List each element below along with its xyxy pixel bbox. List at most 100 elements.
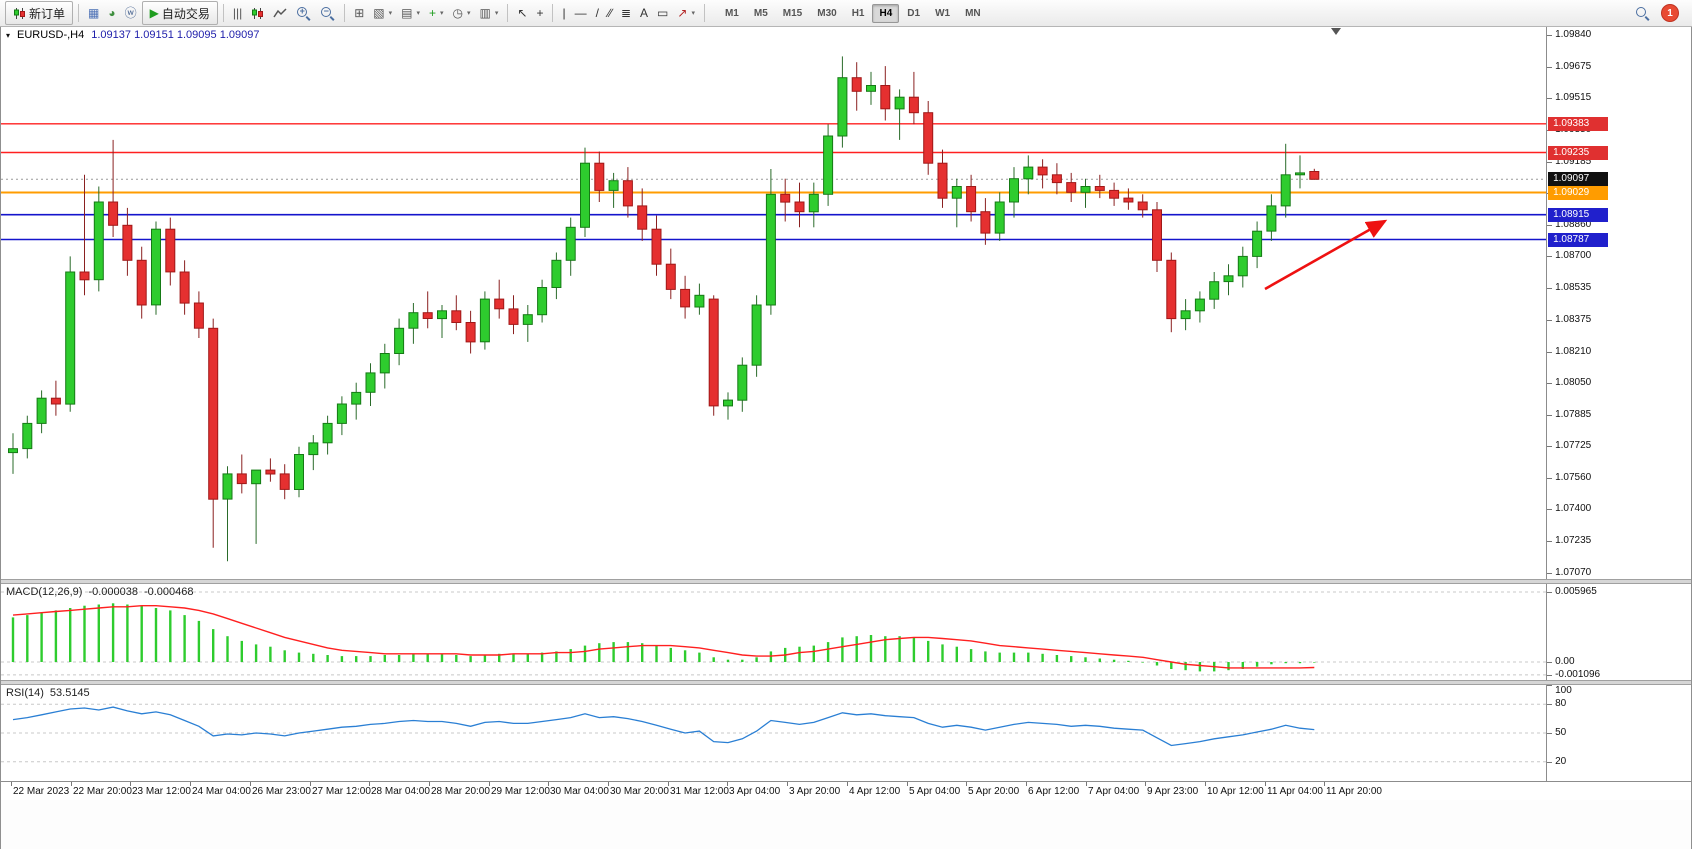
macd-tick xyxy=(1547,675,1553,676)
timeframe-button-w1[interactable]: W1 xyxy=(935,7,951,19)
indicators-button[interactable]: + ▾ xyxy=(425,2,448,24)
vertical-line-button[interactable]: | xyxy=(558,2,569,24)
tile-windows-button[interactable]: ⊞ xyxy=(350,2,368,24)
profiles-button[interactable]: ▤ ▾ xyxy=(397,2,424,24)
macd-panel: MACD(12,26,9) -0.000038 -0.000468 0.0059… xyxy=(1,584,1691,680)
time-tick xyxy=(310,782,311,786)
timeframe-button-mn[interactable]: MN xyxy=(965,7,981,19)
time-tick xyxy=(489,782,490,786)
autotrading-button-label: 自动交易 xyxy=(161,6,210,21)
trendline-button[interactable]: / xyxy=(592,2,603,24)
zoom-out-button[interactable]: − xyxy=(316,2,339,24)
trendline-button-icon: / xyxy=(595,6,599,20)
rsi-axis-label: 80 xyxy=(1555,698,1567,709)
main-chart-panel: ▾ EURUSD-,H4 1.09137 1.09151 1.09095 1.0… xyxy=(1,27,1691,579)
trend-arrow-annotation[interactable] xyxy=(1264,219,1388,291)
search-button[interactable] xyxy=(1631,2,1654,24)
time-axis[interactable]: 22 Mar 2023 22 Mar 20:00 23 Mar 12:00 24 Ma… xyxy=(1,781,1691,800)
vertical-line-button-icon: | xyxy=(562,6,566,20)
price-chart-plot[interactable]: ▾ EURUSD-,H4 1.09137 1.09151 1.09095 1.0… xyxy=(1,27,1547,579)
price-axis-label: 1.08860 xyxy=(1555,219,1592,230)
horizontal-line-button-icon: — xyxy=(574,6,587,20)
rsi-plot[interactable]: RSI(14) 53.5145 xyxy=(1,685,1547,781)
time-axis-label: 30 Mar 20:00 xyxy=(610,786,669,797)
time-axis-label: 4 Apr 12:00 xyxy=(849,786,901,797)
panel-divider[interactable] xyxy=(1,680,1691,685)
timeframe-button-m1[interactable]: M1 xyxy=(724,7,739,19)
market-watch-button-icon: ⓦ xyxy=(124,6,137,20)
arrows-button[interactable]: ↗ ▾ xyxy=(673,2,699,24)
dropdown-caret-icon: ▾ xyxy=(416,10,421,17)
candlestick-chart-button[interactable] xyxy=(247,2,268,24)
crosshair-button[interactable]: + xyxy=(532,2,547,24)
macd-scale[interactable]: 0.005965 0.00 -0.001096 xyxy=(1546,584,1691,680)
toolbar-separator xyxy=(703,4,705,22)
periods-button[interactable]: ◷ ▾ xyxy=(449,2,475,24)
time-axis-label: 30 Mar 04:00 xyxy=(550,786,609,797)
label-button-icon: ▭ xyxy=(657,6,669,20)
timeframe-button-d1[interactable]: D1 xyxy=(907,7,921,19)
periods-button-icon: ◷ xyxy=(452,6,464,20)
autotrading-button[interactable]: ▶ 自动交易 xyxy=(141,1,218,25)
horizontal-line-button[interactable]: — xyxy=(571,2,591,24)
price-scale[interactable]: 1.098401.096751.095151.093501.091851.090… xyxy=(1546,27,1691,579)
rsi-axis-label: 50 xyxy=(1555,727,1567,738)
price-tick xyxy=(1547,288,1553,289)
label-button[interactable]: ▭ xyxy=(653,2,672,24)
price-tick xyxy=(1547,320,1553,321)
time-axis-label: 7 Apr 04:00 xyxy=(1088,786,1140,797)
time-axis-label: 29 Mar 12:00 xyxy=(491,786,550,797)
zoom-in-icon: + xyxy=(296,6,311,21)
timeframe-button-m30[interactable]: M30 xyxy=(817,7,837,19)
charts-grid-button[interactable]: ▦ xyxy=(84,2,103,24)
new-order-button[interactable]: 新订单 xyxy=(5,1,74,25)
macd-label: MACD(12,26,9) -0.000038 -0.000468 xyxy=(6,586,194,598)
chart-shift-marker-icon[interactable] xyxy=(1331,28,1341,35)
price-level-badge: 1.09029 xyxy=(1548,186,1609,200)
time-tick xyxy=(1265,782,1266,786)
macd-tick xyxy=(1547,662,1553,663)
line-chart-button[interactable] xyxy=(269,2,291,24)
profiles-button-icon: ▤ xyxy=(401,6,413,20)
price-tick xyxy=(1547,35,1553,36)
timeframe-button-m5[interactable]: M5 xyxy=(753,7,768,19)
profile-button[interactable]: ◕ xyxy=(104,2,119,24)
price-level-badge: 1.08787 xyxy=(1548,233,1609,247)
templates-button[interactable]: ▥ ▾ xyxy=(476,2,503,24)
macd-histogram xyxy=(11,603,1316,672)
crosshair-button-icon: + xyxy=(536,6,544,20)
time-tick xyxy=(1086,782,1087,786)
macd-plot[interactable]: MACD(12,26,9) -0.000038 -0.000468 xyxy=(1,584,1547,680)
rsi-tick xyxy=(1547,685,1553,686)
price-tick xyxy=(1547,67,1553,68)
channel-button[interactable]: ∕∕ xyxy=(604,2,616,24)
rsi-axis-label: 20 xyxy=(1555,756,1567,767)
text-button[interactable]: A xyxy=(636,2,652,24)
rsi-scale[interactable]: 100 80 50 20 xyxy=(1546,685,1691,781)
price-level-badge: 1.09383 xyxy=(1548,117,1609,131)
time-axis-label: 5 Apr 04:00 xyxy=(909,786,961,797)
new-chart-button[interactable]: ▧ ▾ xyxy=(369,2,396,24)
profile-button-icon: ◕ xyxy=(108,6,116,20)
play-icon: ▶ xyxy=(149,6,159,20)
cursor-button-icon: ↖ xyxy=(517,6,528,20)
panel-divider[interactable] xyxy=(1,579,1691,584)
rsi-value: 53.5145 xyxy=(49,687,90,699)
bar-chart-button[interactable]: ||| xyxy=(229,2,246,24)
price-axis-label: 1.09675 xyxy=(1555,61,1592,72)
fibonacci-button[interactable]: ≣ xyxy=(617,2,635,24)
price-tick xyxy=(1547,541,1553,542)
zoom-in-button[interactable]: + xyxy=(292,2,315,24)
timeframe-button-m15[interactable]: M15 xyxy=(782,7,803,19)
notification-badge[interactable]: 1 xyxy=(1661,4,1679,22)
macd-value-signal: -0.000468 xyxy=(143,586,194,598)
chart-menu-arrow-icon[interactable]: ▾ xyxy=(6,30,11,40)
timeframe-button-h4[interactable]: H4 xyxy=(872,3,900,23)
macd-axis-label: 0.00 xyxy=(1555,656,1575,667)
cursor-button[interactable]: ↖ xyxy=(513,2,531,24)
market-watch-button[interactable]: ⓦ xyxy=(121,2,141,24)
timeframe-button-h1[interactable]: H1 xyxy=(851,7,865,19)
time-axis-label: 22 Mar 20:00 xyxy=(73,786,132,797)
time-axis-label: 6 Apr 12:00 xyxy=(1028,786,1080,797)
chart-ohlc-values: 1.09137 1.09151 1.09095 1.09097 xyxy=(91,29,260,41)
